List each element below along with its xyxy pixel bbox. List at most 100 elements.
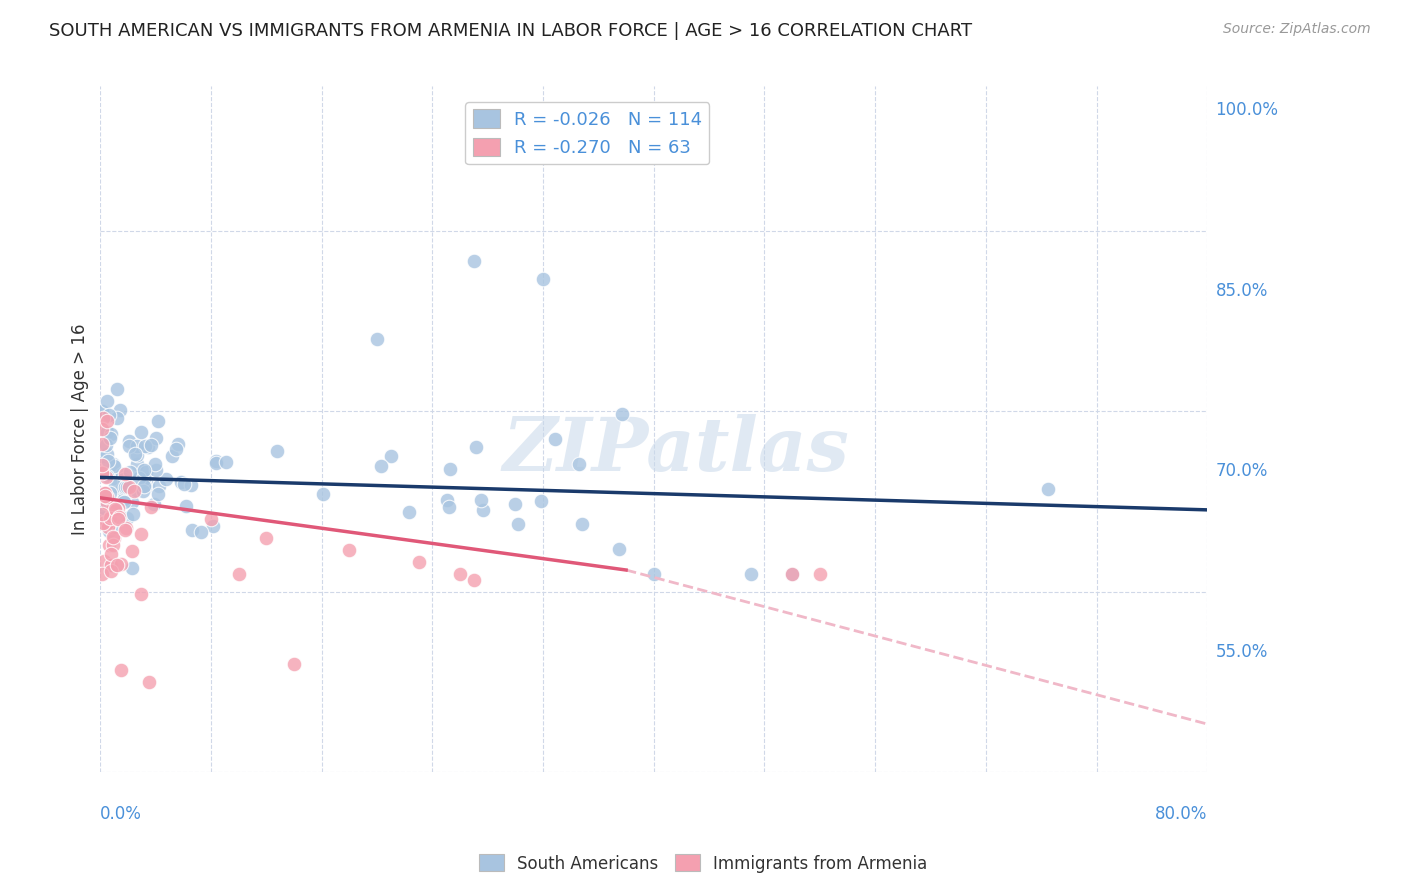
Point [136, 479, 159, 493]
Text: 85.0%: 85.0% [1216, 282, 1268, 300]
Point [96, 516, 118, 531]
Text: SOUTH AMERICAN VS IMMIGRANTS FROM ARMENIA IN LABOR FORCE | AGE > 16 CORRELATION : SOUTH AMERICAN VS IMMIGRANTS FROM ARMENI… [49, 22, 973, 40]
Point [180, 478, 202, 492]
Point [312, 487, 335, 501]
Point [108, 509, 131, 524]
Point [134, 479, 156, 493]
Point [96, 425, 118, 440]
Point [808, 566, 831, 581]
Point [145, 431, 167, 445]
Point [114, 480, 136, 494]
Point [97, 520, 120, 534]
Point [98, 538, 121, 552]
Point [105, 558, 128, 572]
Point [93, 485, 115, 500]
Point [111, 467, 134, 481]
Point [115, 479, 138, 493]
Point [544, 433, 567, 447]
Point [174, 499, 197, 513]
Point [91, 510, 114, 524]
Point [148, 478, 170, 492]
Point [100, 564, 122, 578]
Point [93, 554, 115, 568]
Text: 100.0%: 100.0% [1216, 102, 1278, 120]
Point [129, 425, 152, 439]
Point [607, 541, 630, 556]
Point [104, 503, 127, 517]
Point [143, 497, 166, 511]
Point [90, 437, 112, 451]
Point [228, 566, 250, 581]
Point [104, 479, 127, 493]
Point [143, 458, 166, 472]
Point [98, 516, 121, 531]
Point [118, 439, 141, 453]
Point [530, 494, 553, 508]
Point [101, 457, 124, 471]
Point [115, 511, 138, 525]
Point [266, 443, 288, 458]
Point [205, 453, 228, 467]
Point [107, 512, 129, 526]
Point [90, 467, 112, 481]
Point [122, 483, 145, 498]
Point [96, 454, 118, 468]
Point [436, 493, 458, 508]
Point [128, 471, 150, 485]
Point [214, 455, 236, 469]
Point [96, 446, 118, 460]
Text: Source: ZipAtlas.com: Source: ZipAtlas.com [1223, 22, 1371, 37]
Point [740, 566, 762, 581]
Point [205, 456, 228, 470]
Point [118, 434, 141, 449]
Point [94, 486, 117, 500]
Point [90, 507, 112, 521]
Point [96, 394, 118, 409]
Point [181, 523, 204, 537]
Point [100, 432, 122, 446]
Point [90, 458, 112, 473]
Point [97, 524, 120, 538]
Point [254, 531, 277, 545]
Point [91, 422, 114, 436]
Point [103, 531, 125, 545]
Point [132, 479, 155, 493]
Point [121, 560, 143, 574]
Point [91, 567, 114, 582]
Point [100, 426, 122, 441]
Point [110, 557, 132, 571]
Point [139, 500, 162, 514]
Point [136, 440, 159, 454]
Point [96, 469, 118, 483]
Point [105, 508, 128, 522]
Point [380, 449, 402, 463]
Point [470, 492, 492, 507]
Y-axis label: In Labor Force | Age > 16: In Labor Force | Age > 16 [72, 324, 89, 535]
Text: 80.0%: 80.0% [1154, 805, 1208, 823]
Point [121, 544, 143, 558]
Point [439, 462, 461, 476]
Point [100, 512, 122, 526]
Point [101, 537, 124, 551]
Point [129, 526, 152, 541]
Point [465, 441, 488, 455]
Point [110, 663, 132, 677]
Point [111, 482, 134, 496]
Point [138, 674, 160, 689]
Point [94, 489, 117, 503]
Point [111, 482, 134, 496]
Point [107, 501, 129, 516]
Point [112, 495, 135, 509]
Point [104, 505, 127, 519]
Point [93, 465, 115, 479]
Text: ZIPatlas: ZIPatlas [502, 414, 849, 486]
Point [94, 469, 117, 483]
Point [118, 465, 141, 479]
Point [610, 407, 633, 421]
Point [115, 480, 138, 494]
Point [96, 496, 118, 510]
Point [125, 483, 148, 497]
Point [103, 500, 125, 515]
Point [103, 519, 125, 533]
Point [146, 487, 169, 501]
